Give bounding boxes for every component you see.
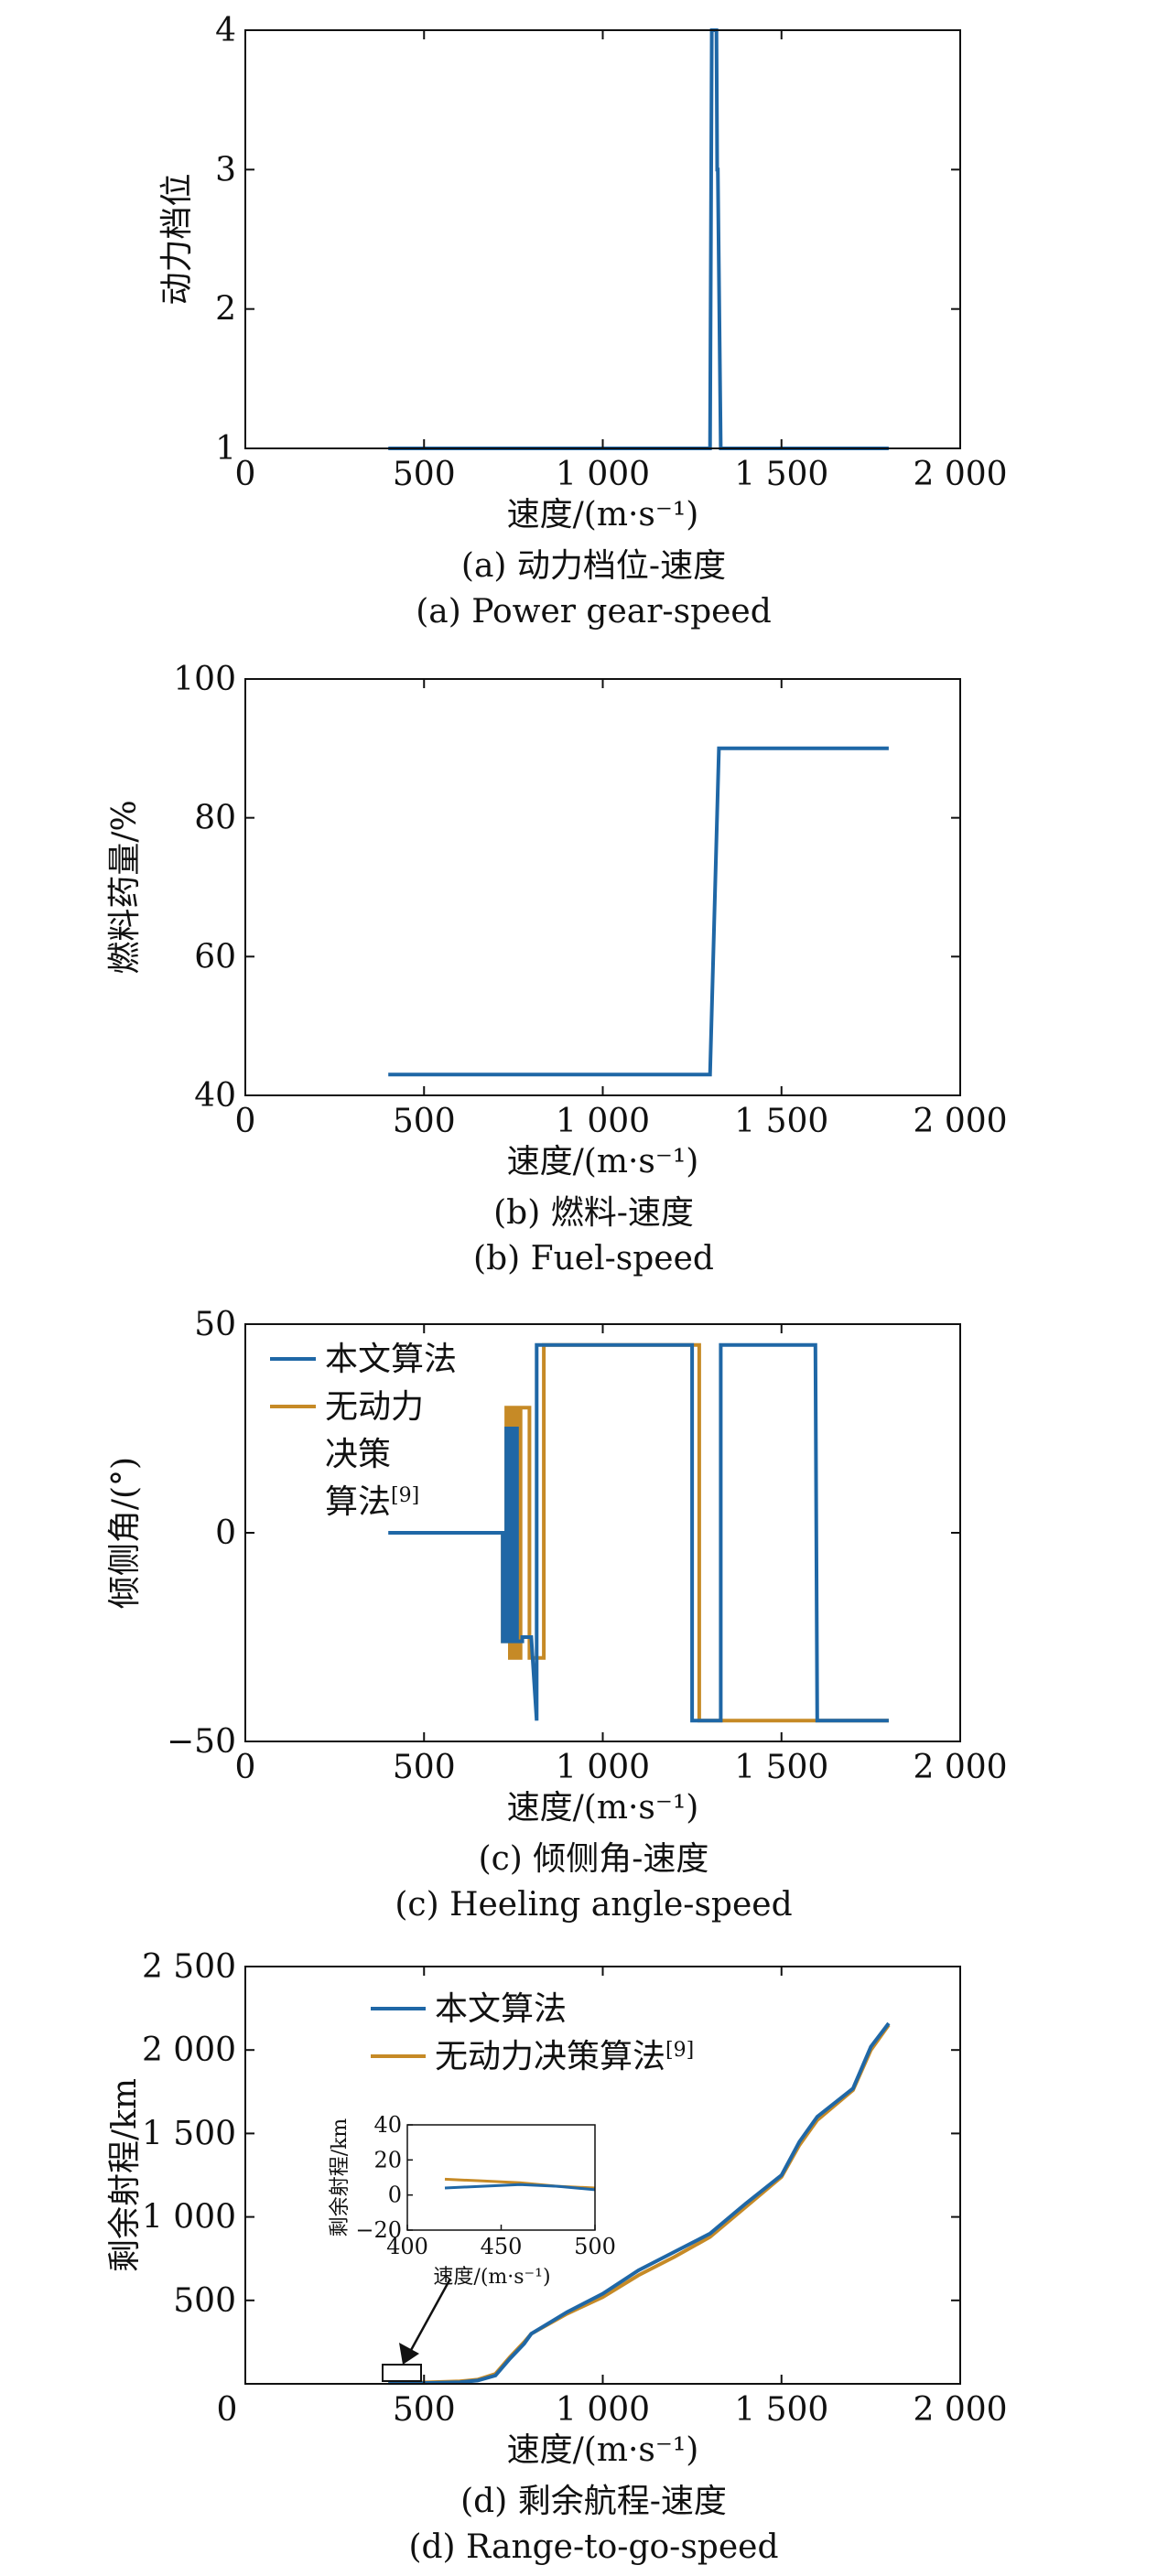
- y-tick-label-a: 3: [215, 151, 236, 189]
- x-axis-label-d: 速度/(m·s⁻¹): [507, 2431, 699, 2469]
- x-tick-label-b: 1 000: [556, 1103, 650, 1140]
- caption-cn-c: (c) 倾侧角-速度: [479, 1840, 709, 1878]
- legend-label-c-3: 算法[9]: [325, 1483, 419, 1521]
- y-axis-label-c: 倾侧角/(°): [106, 1457, 144, 1609]
- y-tick-label-a: 4: [215, 12, 236, 49]
- zoom-arrow-line: [408, 2278, 452, 2353]
- plot-frame-b: [244, 678, 961, 1096]
- caption-cn-d: (d) 剩余航程-速度: [460, 2483, 727, 2520]
- x-axis-label-b: 速度/(m·s⁻¹): [507, 1143, 699, 1180]
- legend-label-d-0: 本文算法: [435, 1990, 567, 2028]
- x-tick-label-b: 0: [235, 1103, 256, 1140]
- y-tick-label-d: 2 500: [142, 1948, 236, 1986]
- series-line-d-1: [388, 2021, 891, 2386]
- inset-d: 400 450 500 −20 0 20 40 速度/(m·s⁻¹) 剩余射程/km: [329, 2112, 616, 2382]
- caption-en-b: (b) Fuel-speed: [473, 1240, 714, 1277]
- caption-en-c: (c) Heeling angle-speed: [395, 1886, 792, 1924]
- y-tick-label-b: 60: [194, 938, 236, 975]
- x-axis-label-a: 速度/(m·s⁻¹): [507, 496, 699, 534]
- x-tick-label-c: 2 000: [913, 1749, 1007, 1786]
- x-tick-label-b: 2 000: [913, 1103, 1007, 1140]
- chart-c: 0 500 1 000 1 500 2 000−50050速度/(m·s⁻¹)倾侧角/(…: [106, 1306, 1008, 1924]
- plot-frame-d: [244, 1966, 961, 2385]
- x-tick-label-c: 1 000: [556, 1749, 650, 1786]
- inset-x-tick-label: 500: [574, 2234, 616, 2259]
- x-tick-label-c: 500: [393, 1749, 456, 1786]
- series-line-d-0: [388, 2023, 891, 2385]
- y-tick-label-d: 500: [173, 2282, 236, 2320]
- y-axis-label-b: 燃料药量/%: [106, 800, 144, 974]
- x-tick-label-d: 2 000: [913, 2391, 1007, 2429]
- x-tick-label-b: 500: [393, 1103, 456, 1140]
- inset-y-tick-label: −20: [355, 2217, 402, 2243]
- legend-label-c-0: 本文算法: [325, 1341, 457, 1378]
- legend-label-c-2: 决策: [325, 1436, 391, 1473]
- x-tick-label-d: 500: [393, 2391, 456, 2429]
- y-tick-label-c: −50: [167, 1723, 236, 1761]
- inset-y-tick-label: 20: [373, 2147, 402, 2172]
- series-line-c-0: [501, 1342, 889, 1723]
- y-tick-label-d: 2 000: [142, 2032, 236, 2069]
- zoom-arrow-head: [399, 2343, 419, 2365]
- x-axis-label-c: 速度/(m·s⁻¹): [507, 1789, 699, 1827]
- inset-y-axis-label: 剩余射程/km: [329, 2118, 351, 2237]
- x-tick-label-b: 1 500: [734, 1103, 828, 1140]
- x-tick-label-a: 0: [235, 456, 256, 493]
- inset-y-tick-label: 0: [388, 2183, 402, 2208]
- inset-y-tick-label: 40: [373, 2112, 402, 2138]
- y-tick-label-b: 100: [173, 661, 236, 698]
- inset-series-line-1: [444, 2183, 596, 2192]
- y-tick-label-b: 40: [194, 1077, 236, 1115]
- x-origin-label-d: 0: [217, 2391, 238, 2429]
- y-tick-label-b: 80: [194, 800, 236, 837]
- caption-en-d: (d) Range-to-go-speed: [408, 2528, 778, 2566]
- series-line-b-0: [388, 746, 889, 1077]
- x-tick-label-a: 2 000: [913, 456, 1007, 493]
- y-tick-label-a: 1: [215, 430, 236, 468]
- caption-cn-a: (a) 动力档位-速度: [461, 547, 726, 585]
- inset-x-tick-label: 450: [481, 2234, 523, 2259]
- legend-label-c-1: 无动力: [325, 1388, 424, 1426]
- inset-x-axis-label: 速度/(m·s⁻¹): [433, 2266, 550, 2289]
- y-tick-label-c: 0: [215, 1514, 236, 1552]
- x-tick-label-c: 0: [235, 1749, 256, 1786]
- plot-frame-a: [244, 29, 961, 449]
- y-tick-label-a: 2: [215, 291, 236, 329]
- y-axis-label-a: 动力档位: [158, 173, 196, 305]
- plot-frame-c: [244, 1323, 961, 1742]
- chart-d: 500 1 000 1 500 2 000 0 500 1 000 1 500 2 000 2 5…: [106, 1948, 1008, 2566]
- zoom-box: [382, 2364, 422, 2382]
- x-tick-label-a: 500: [393, 456, 456, 493]
- y-tick-label-d: 1 000: [142, 2199, 236, 2236]
- caption-en-a: (a) Power gear-speed: [416, 593, 772, 631]
- y-tick-label-c: 50: [194, 1306, 236, 1343]
- inset-x-tick-label: 400: [386, 2234, 428, 2259]
- y-tick-label-d: 1 500: [142, 2115, 236, 2152]
- series-line-c-1: [388, 1342, 889, 1723]
- x-tick-label-a: 1 500: [734, 456, 828, 493]
- y-axis-label-d: 剩余射程/km: [106, 2078, 144, 2272]
- x-tick-label-d: 1 500: [734, 2391, 828, 2429]
- x-tick-label-d: 1 000: [556, 2391, 650, 2429]
- inset-frame: [406, 2124, 596, 2231]
- legend-label-d-1: 无动力决策算法[9]: [435, 2038, 694, 2075]
- chart-b: 0 500 1 000 1 500 2 000 40 60 80 100 速度/(m·s⁻¹) 燃料…: [106, 661, 1008, 1277]
- chart-a: 0 500 1 000 1 500 2 000 1 2 3 4 速度/(m·s⁻¹) 动力档位 (a)…: [158, 12, 1008, 631]
- x-tick-label-a: 1 000: [556, 456, 650, 493]
- series-line-a-0: [388, 28, 889, 450]
- x-tick-label-c: 1 500: [734, 1749, 828, 1786]
- caption-cn-b: (b) 燃料-速度: [493, 1194, 694, 1232]
